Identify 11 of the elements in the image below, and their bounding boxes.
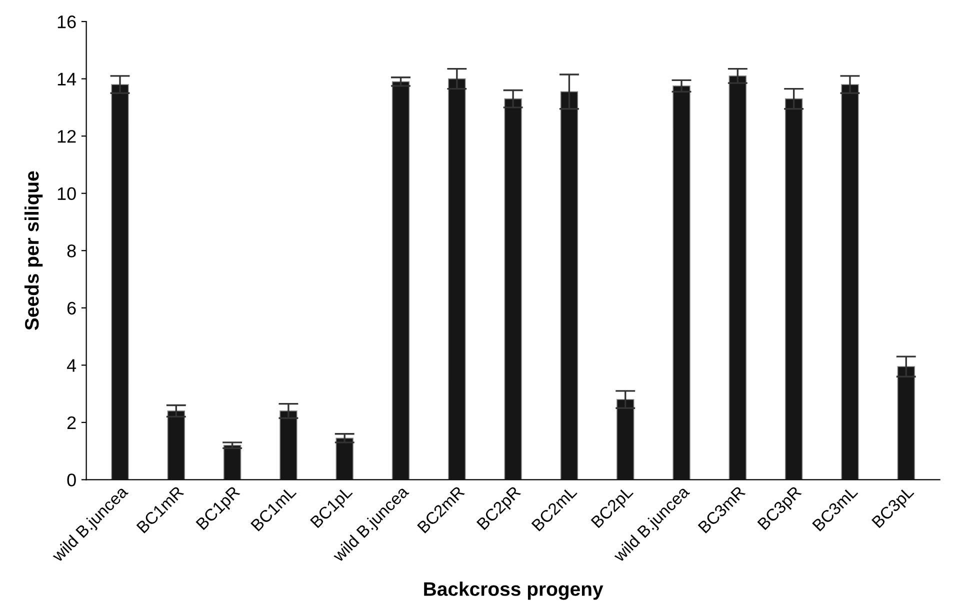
y-tick-label: 0 bbox=[67, 474, 76, 486]
y-tick-label: 8 bbox=[67, 244, 76, 258]
y-axis-title: Seeds per silique bbox=[24, 171, 43, 330]
y-tick-label: 16 bbox=[58, 15, 76, 28]
y-tick-label: 12 bbox=[58, 130, 76, 143]
y-tick-label: 4 bbox=[66, 359, 76, 372]
y-tick-label: 14 bbox=[58, 72, 76, 86]
x-axis-title: Backcross progeny bbox=[424, 582, 604, 600]
y-tick-label: 10 bbox=[58, 187, 76, 200]
y-tick-label: 6 bbox=[67, 302, 76, 315]
y-tick-label: 2 bbox=[67, 416, 76, 429]
